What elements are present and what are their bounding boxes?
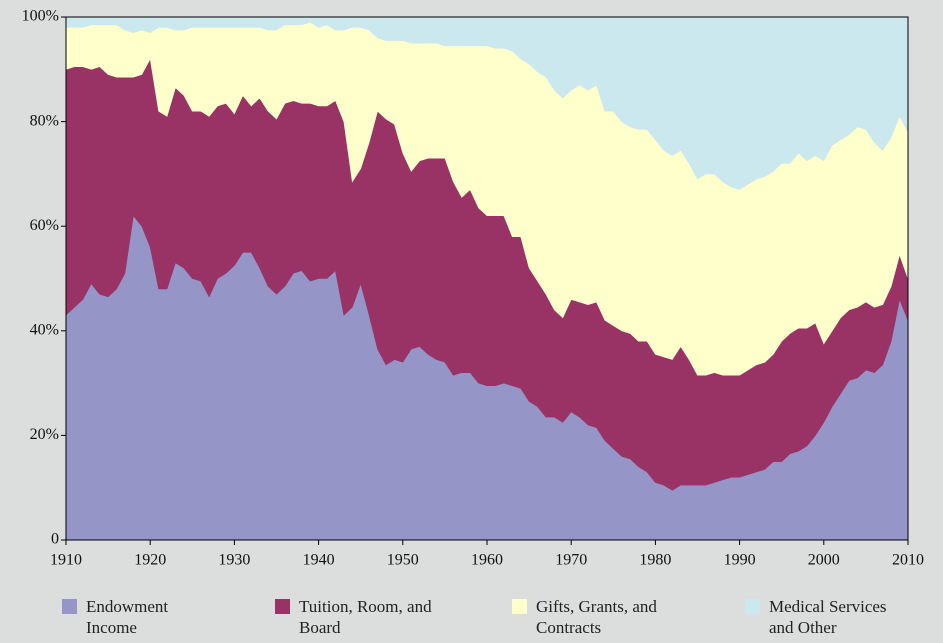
legend-item: Medical Services and Other bbox=[745, 596, 904, 638]
legend-swatch bbox=[275, 599, 290, 614]
chart: 0 20% 40% 60% 80% 100% 1910 1920 1930 1940 1950 196… bbox=[22, 8, 924, 569]
y-tick-label: 100% bbox=[22, 8, 59, 25]
y-tick-label: 60% bbox=[30, 217, 59, 234]
x-tick-label: 1930 bbox=[218, 552, 250, 569]
y-tick-label: 0 bbox=[51, 531, 59, 548]
legend-swatch bbox=[745, 599, 760, 614]
legend-swatch bbox=[62, 599, 77, 614]
legend: Endowment Income Tuition, Room, and Board… bbox=[0, 596, 943, 643]
legend-swatch bbox=[512, 599, 527, 614]
legend-label: Gifts, Grants, and Contracts bbox=[536, 597, 657, 637]
y-tick-label: 40% bbox=[30, 321, 59, 338]
legend-label: Tuition, Room, and Board bbox=[299, 597, 432, 637]
y-tick-label: 20% bbox=[30, 426, 59, 443]
x-tick-label: 1990 bbox=[724, 552, 756, 569]
x-tick-label: 1940 bbox=[303, 552, 335, 569]
x-tick-label: 2000 bbox=[808, 552, 840, 569]
x-tick-label: 1980 bbox=[639, 552, 671, 569]
x-tick-label: 1970 bbox=[555, 552, 587, 569]
legend-item: Tuition, Room, and Board bbox=[275, 596, 434, 638]
x-tick-label: 1960 bbox=[471, 552, 503, 569]
legend-label: Endowment Income bbox=[86, 597, 169, 637]
x-tick-label: 1950 bbox=[387, 552, 419, 569]
x-tick-label: 1910 bbox=[50, 552, 82, 569]
y-tick-label: 80% bbox=[30, 112, 59, 129]
legend-item: Gifts, Grants, and Contracts bbox=[512, 596, 671, 638]
x-tick-label: 2010 bbox=[892, 552, 924, 569]
legend-item: Endowment Income bbox=[62, 596, 221, 638]
x-tick-label: 1920 bbox=[134, 552, 166, 569]
legend-label: Medical Services and Other bbox=[769, 597, 887, 637]
